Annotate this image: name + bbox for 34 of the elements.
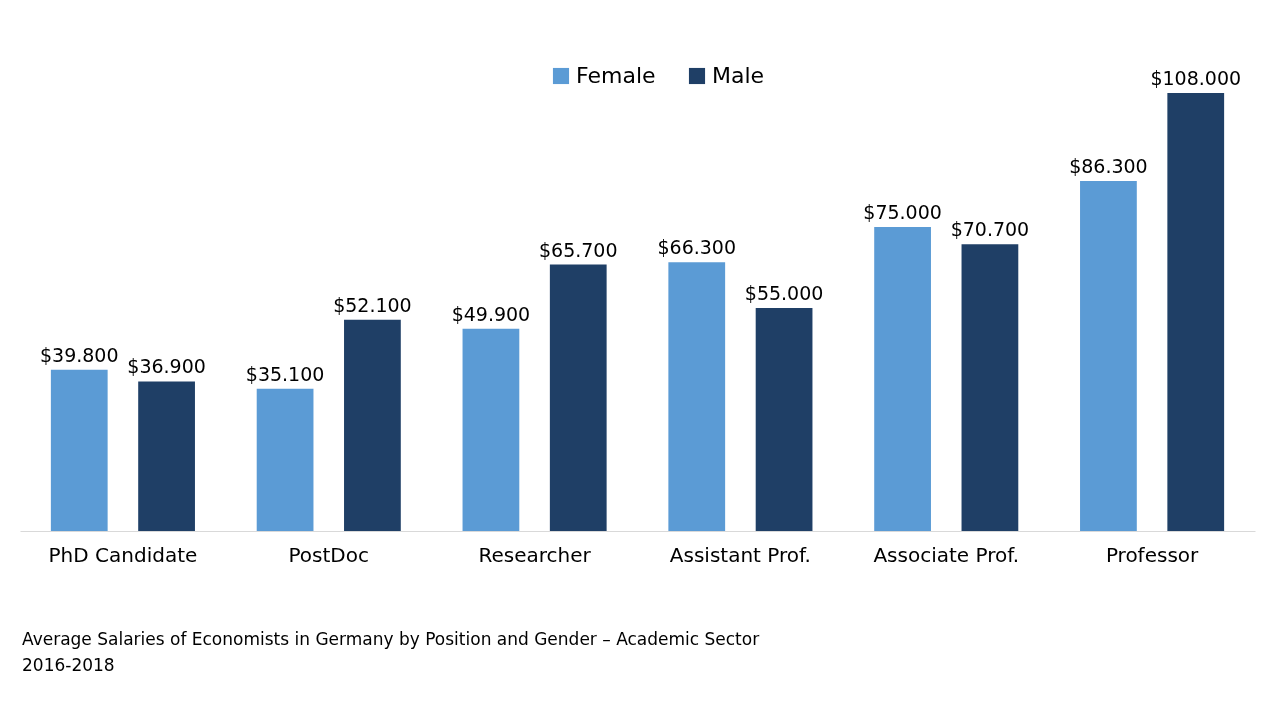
data-label: $66.300	[657, 236, 737, 259]
data-label: $86.300	[1069, 155, 1148, 178]
bar	[256, 388, 314, 531]
data-label: $65.700	[538, 238, 618, 261]
data-label: $36.900	[127, 355, 206, 378]
bar	[138, 381, 195, 531]
data-label: $39.800	[39, 343, 119, 366]
x-tick-label: Professor	[1105, 542, 1200, 567]
bar	[549, 264, 607, 531]
x-tick-label: Associate Prof.	[873, 542, 1020, 567]
bar	[961, 244, 1019, 531]
data-label: $35.100	[245, 362, 325, 385]
x-tick-label: Researcher	[478, 542, 592, 567]
x-tick-label: PostDoc	[288, 542, 369, 567]
data-label: $49.900	[451, 302, 531, 325]
bar	[344, 319, 401, 531]
bar	[1167, 93, 1225, 531]
bar	[1080, 181, 1137, 531]
data-label: $108.000	[1150, 67, 1242, 90]
data-label: $55.000	[744, 282, 824, 304]
bar	[755, 308, 813, 531]
legend-label: Female	[576, 63, 656, 88]
bar	[50, 369, 108, 531]
text: Average Salaries of Economists in Germany by Position and Gender – Academic Sector	[22, 628, 760, 651]
text: 2016-2018	[22, 654, 116, 677]
bar	[668, 262, 726, 531]
bar	[462, 328, 520, 531]
legend-label: Male	[712, 63, 765, 88]
x-tick-label: Assistant Prof.	[669, 542, 811, 567]
data-label: $70.700	[950, 218, 1030, 241]
x-tick-label: PhD Candidate	[48, 542, 198, 567]
data-label: $52.100	[333, 293, 412, 316]
bar	[874, 226, 931, 531]
data-label: $75.000	[863, 200, 942, 223]
